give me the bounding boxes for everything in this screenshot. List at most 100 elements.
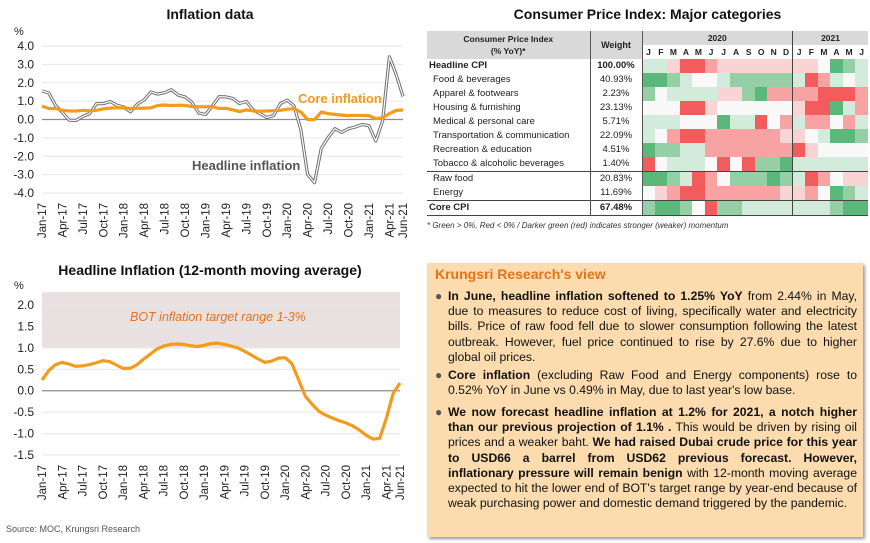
category-name: Recreation & education bbox=[433, 144, 532, 155]
heatmap-cell bbox=[742, 157, 755, 172]
heatmap-cell bbox=[780, 200, 793, 216]
heatmap-cell bbox=[729, 200, 743, 216]
category-weight: 5.71% bbox=[589, 115, 643, 129]
x-tick-label: Oct-17 bbox=[98, 203, 110, 238]
heatmap-cell bbox=[717, 87, 730, 101]
x-tick-label: Apr-18 bbox=[139, 203, 151, 238]
month-header: S bbox=[742, 45, 755, 59]
category-name: Apparel & footwears bbox=[433, 88, 519, 99]
b3-bold-2: We had raised Dubai crude price for this… bbox=[448, 435, 857, 480]
y-tick-label: -0.5 bbox=[13, 405, 34, 419]
month-header: J bbox=[717, 45, 730, 59]
heatmap-cell bbox=[667, 143, 680, 157]
heatmap-cell bbox=[842, 73, 856, 87]
heatmap-cell bbox=[654, 101, 668, 115]
x-tick-label: Oct-20 bbox=[344, 203, 356, 238]
chart1-unit: % bbox=[14, 26, 24, 38]
month-header: J bbox=[855, 45, 868, 59]
heatmap-cell bbox=[855, 171, 868, 186]
heatmap-cell bbox=[742, 129, 755, 143]
heatmap-cell bbox=[855, 101, 868, 115]
cpi-heatmap-table: Consumer Price Index (% YoY)* Weight 2020… bbox=[427, 31, 868, 216]
heatmap-cell bbox=[767, 59, 781, 73]
heatmap-cell bbox=[780, 129, 793, 143]
heatmap-cell bbox=[717, 101, 730, 115]
headline-line bbox=[41, 56, 404, 184]
heatmap-cell bbox=[830, 157, 843, 172]
heatmap-cell bbox=[742, 171, 755, 186]
heatmap-cell bbox=[717, 143, 730, 157]
x-tick-label: Jun-21 bbox=[395, 465, 407, 500]
heatmap-cell bbox=[842, 101, 856, 115]
heatmap-cell bbox=[842, 200, 856, 216]
heatmap-cell bbox=[817, 87, 831, 101]
month-header: J bbox=[642, 45, 655, 59]
category-weight: 4.51% bbox=[589, 143, 643, 157]
heatmap-cell bbox=[717, 186, 730, 201]
heatmap-cell bbox=[817, 143, 831, 157]
heatmap-cell bbox=[692, 186, 705, 201]
heatmap-cell bbox=[830, 171, 843, 186]
heatmap-cell bbox=[692, 73, 705, 87]
x-tick-label: Apr-17 bbox=[57, 203, 69, 238]
heatmap-cell bbox=[704, 115, 718, 129]
x-tick-label: Apr-21 bbox=[384, 203, 396, 238]
cpi-row: Energy 11.69% bbox=[427, 186, 868, 201]
heatmap-cell bbox=[692, 129, 705, 143]
heatmap-cell bbox=[855, 73, 868, 87]
heatmap-cell bbox=[654, 157, 668, 172]
heatmap-cell bbox=[642, 101, 655, 115]
heatmap-cell bbox=[692, 115, 705, 129]
heatmap-cell bbox=[792, 87, 806, 101]
heatmap-cell bbox=[842, 186, 856, 201]
header-year-2020: 2020 bbox=[642, 31, 793, 45]
heatmap-cell bbox=[817, 186, 831, 201]
core-line bbox=[41, 103, 404, 122]
heatmap-cell bbox=[754, 115, 768, 129]
heatmap-cell bbox=[679, 101, 693, 115]
heatmap-cell bbox=[817, 101, 831, 115]
b3-text-2: with 12-month moving average expected to… bbox=[448, 465, 857, 511]
cpi-row: Core CPI 67.48% bbox=[427, 200, 868, 216]
x-tick-label: Jan-21 bbox=[364, 203, 376, 238]
heatmap-cell bbox=[830, 200, 843, 216]
heatmap-cell bbox=[855, 200, 868, 216]
heatmap-cell bbox=[780, 115, 793, 129]
heatmap-cell bbox=[654, 129, 668, 143]
heatmap-cell bbox=[780, 59, 793, 73]
heatmap-cell bbox=[754, 59, 768, 73]
category-weight: 67.48% bbox=[589, 200, 643, 216]
heatmap-cell bbox=[754, 143, 768, 157]
heatmap-cell bbox=[830, 143, 843, 157]
heatmap-cell bbox=[717, 157, 730, 172]
heatmap-cell bbox=[667, 157, 680, 172]
heatmap-cell bbox=[667, 87, 680, 101]
y-tick-label: 2.0 bbox=[17, 298, 34, 312]
heatmap-cell bbox=[780, 186, 793, 201]
heatmap-cell bbox=[742, 87, 755, 101]
b3-text-1: This would be driven by rising oil price… bbox=[448, 420, 857, 450]
heatmap-cell bbox=[767, 200, 781, 216]
heatmap-cell bbox=[679, 59, 693, 73]
x-tick-label: Jan-20 bbox=[282, 203, 294, 238]
bullet-icon: ● bbox=[435, 368, 443, 382]
x-tick-label: Jul-19 bbox=[241, 203, 253, 234]
heatmap-cell bbox=[642, 143, 655, 157]
y-tick-label: 0.0 bbox=[17, 384, 34, 398]
heatmap-cell bbox=[692, 59, 705, 73]
cpi-row: Food & beverages 40.93% bbox=[427, 73, 868, 87]
heatmap-cell bbox=[642, 73, 655, 87]
x-tick-label: Apr-20 bbox=[303, 203, 315, 238]
heatmap-cell bbox=[679, 200, 693, 216]
y-tick-label: -3.0 bbox=[13, 168, 34, 182]
bullet-icon: ● bbox=[435, 405, 443, 419]
heatmap-cell bbox=[667, 73, 680, 87]
x-tick-label: Jan-18 bbox=[119, 203, 131, 238]
heatmap-cell bbox=[767, 73, 781, 87]
heatmap-cell bbox=[767, 101, 781, 115]
category-weight: 23.13% bbox=[589, 101, 643, 115]
heatmap-cell bbox=[704, 101, 718, 115]
heatmap-cell bbox=[679, 87, 693, 101]
heatmap-cell bbox=[792, 157, 806, 172]
